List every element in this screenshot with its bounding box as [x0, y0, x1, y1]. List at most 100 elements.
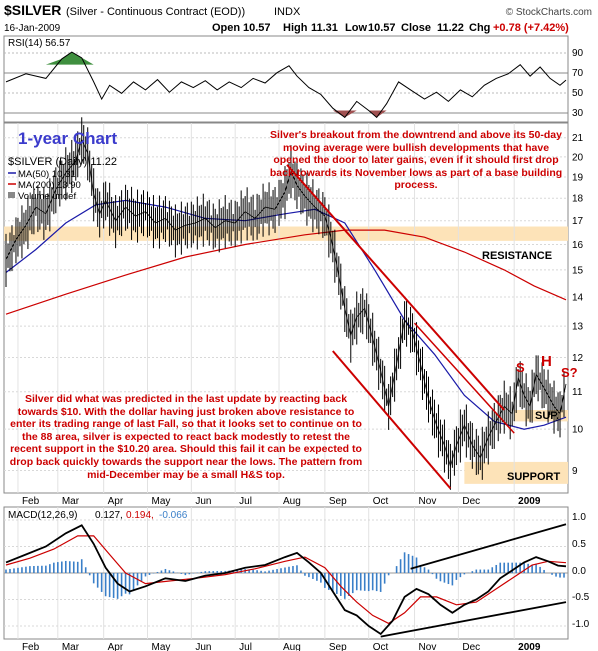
macd-histogram-bar [387, 573, 390, 576]
open-value: 10.57 [243, 22, 271, 34]
macd-histogram-bar [503, 562, 506, 573]
macd-histogram-bar [236, 569, 238, 573]
macd-histogram-bar [379, 573, 382, 592]
macd-histogram-bar [399, 559, 402, 573]
legend-volume-swatch [8, 192, 15, 198]
rsi-tick-50: 50 [572, 88, 584, 99]
macd-histogram-bar [208, 571, 211, 573]
macd-histogram-bar [491, 567, 494, 573]
price-tick-label: 20 [572, 152, 584, 163]
macd-histogram-bar [351, 573, 354, 594]
close-label: Close [401, 22, 431, 34]
price-tick-label: 15 [572, 265, 584, 276]
x-axis-price: Feb Mar Apr May Jun Jul Aug Sep Oct Nov Dec 2009 [22, 496, 541, 507]
macd-histogram-bar [455, 573, 458, 580]
month-label-bottom: Mar [62, 642, 80, 651]
macd-panel: MACD(12,26,9) 0.127, 0.194, -0.066 1.0 0… [3, 506, 590, 640]
chart-header: $SILVER (Silver - Continuous Contract (E… [4, 2, 592, 34]
macd-histogram-bar [41, 565, 43, 573]
macd-histogram-bar [272, 569, 274, 573]
macd-histogram-bar [284, 567, 286, 573]
macd-histogram-bar [479, 569, 482, 573]
macd-histogram-bar [140, 573, 143, 581]
macd-signal-line [5, 535, 567, 625]
macd-tick-0-0: 0.0 [572, 566, 586, 577]
macd-histogram-bar [371, 573, 374, 591]
macd-histogram-bar [415, 557, 418, 573]
macd-histogram-bar [45, 565, 47, 573]
macd-histogram-bar [300, 570, 302, 573]
month-label: 2009 [518, 496, 541, 507]
macd-upper-trendline [410, 523, 567, 570]
month-label: Sep [329, 496, 347, 507]
macd-histogram-bar [551, 573, 553, 575]
macd-histogram-bar [511, 562, 513, 573]
macd-histogram-bar [355, 573, 358, 591]
month-label: Jun [195, 496, 211, 507]
rsi-layer [5, 51, 567, 119]
price-line [5, 138, 567, 468]
macd-histogram-bar [76, 561, 79, 573]
legend-ma200: MA(200) 13.90 [18, 180, 81, 191]
macd-histogram-bar [447, 573, 450, 585]
low-value: 10.57 [368, 22, 396, 34]
month-grid [17, 123, 515, 493]
price-panel: 21 20 19 18 17 16 15 14 13 12 11 10 9 1-year Chart $… [3, 117, 584, 494]
macd-histogram-bar [312, 573, 314, 579]
macd-histogram-bar [144, 573, 147, 577]
macd-histogram-bar [37, 565, 39, 573]
macd-histogram-bar [431, 573, 434, 575]
close-value: 11.22 [437, 22, 464, 34]
price-ticks: 21 20 19 18 17 16 15 14 13 12 11 10 9 [572, 133, 584, 477]
sup-label: SUP. [535, 410, 559, 422]
macd-legend-v1: 0.127, [95, 510, 123, 521]
macd-histogram-bar [57, 562, 59, 573]
macd-histogram-bar [180, 573, 183, 574]
month-label: Apr [108, 496, 124, 507]
macd-histogram-bar [527, 563, 529, 573]
macd-histogram-bar [435, 573, 438, 579]
macd-histogram-bar [411, 555, 414, 573]
macd-histogram-bar [21, 567, 23, 573]
macd-histogram-bar [132, 573, 135, 590]
macd-histogram-bar [320, 573, 322, 583]
header-date: 16-Jan-2009 [4, 23, 61, 34]
x-axis-macd: Feb Mar Apr May Jun Jul Aug Sep Oct Nov Dec 2009 [22, 642, 541, 651]
month-label-bottom: Aug [283, 642, 301, 651]
macd-histogram-bar [248, 569, 250, 573]
support-label: SUPPORT [507, 471, 560, 483]
macd-histogram-bar [260, 570, 262, 573]
macd-histogram-bar [224, 570, 227, 573]
price-tick-label: 14 [572, 292, 584, 303]
macd-histogram-bar [33, 565, 35, 573]
macd-histogram-bar [160, 570, 163, 573]
macd-histogram-bar [204, 571, 207, 573]
channel-lower-line [332, 350, 452, 490]
macd-histogram-bar [168, 570, 171, 573]
macd-histogram-bar [156, 571, 159, 573]
price-tick-label: 19 [572, 173, 584, 184]
month-label-bottom: Feb [22, 642, 40, 651]
macd-histogram-bar [519, 562, 521, 573]
macd-histogram-bar [336, 573, 338, 594]
macd-histogram-bar [499, 562, 502, 573]
macd-histogram-bar [507, 562, 510, 573]
macd-histogram-bar [296, 565, 298, 573]
macd-histogram-bar [543, 569, 545, 573]
macd-histogram-bar [68, 561, 71, 573]
rsi-tick-90: 90 [572, 48, 584, 59]
macd-histogram-bar [487, 569, 490, 573]
month-label: Mar [62, 496, 80, 507]
price-tick-label: 11 [572, 387, 583, 398]
macd-histogram-bar [316, 573, 318, 581]
legend-ma50: MA(50) 10.31 [18, 169, 76, 180]
rsi-overbought-fill [45, 52, 94, 65]
macd-histogram-bar [128, 573, 131, 595]
note-bottom-box: Silver did what was predicted in the las… [10, 393, 362, 481]
month-label: Feb [22, 496, 40, 507]
macd-histogram-bar [212, 571, 215, 573]
macd-histogram-bar [276, 569, 278, 573]
legend-main: $SILVER (Daily) 11.22 [8, 156, 117, 168]
macd-histogram-bar [559, 573, 561, 578]
macd-histogram-bar [112, 573, 115, 598]
